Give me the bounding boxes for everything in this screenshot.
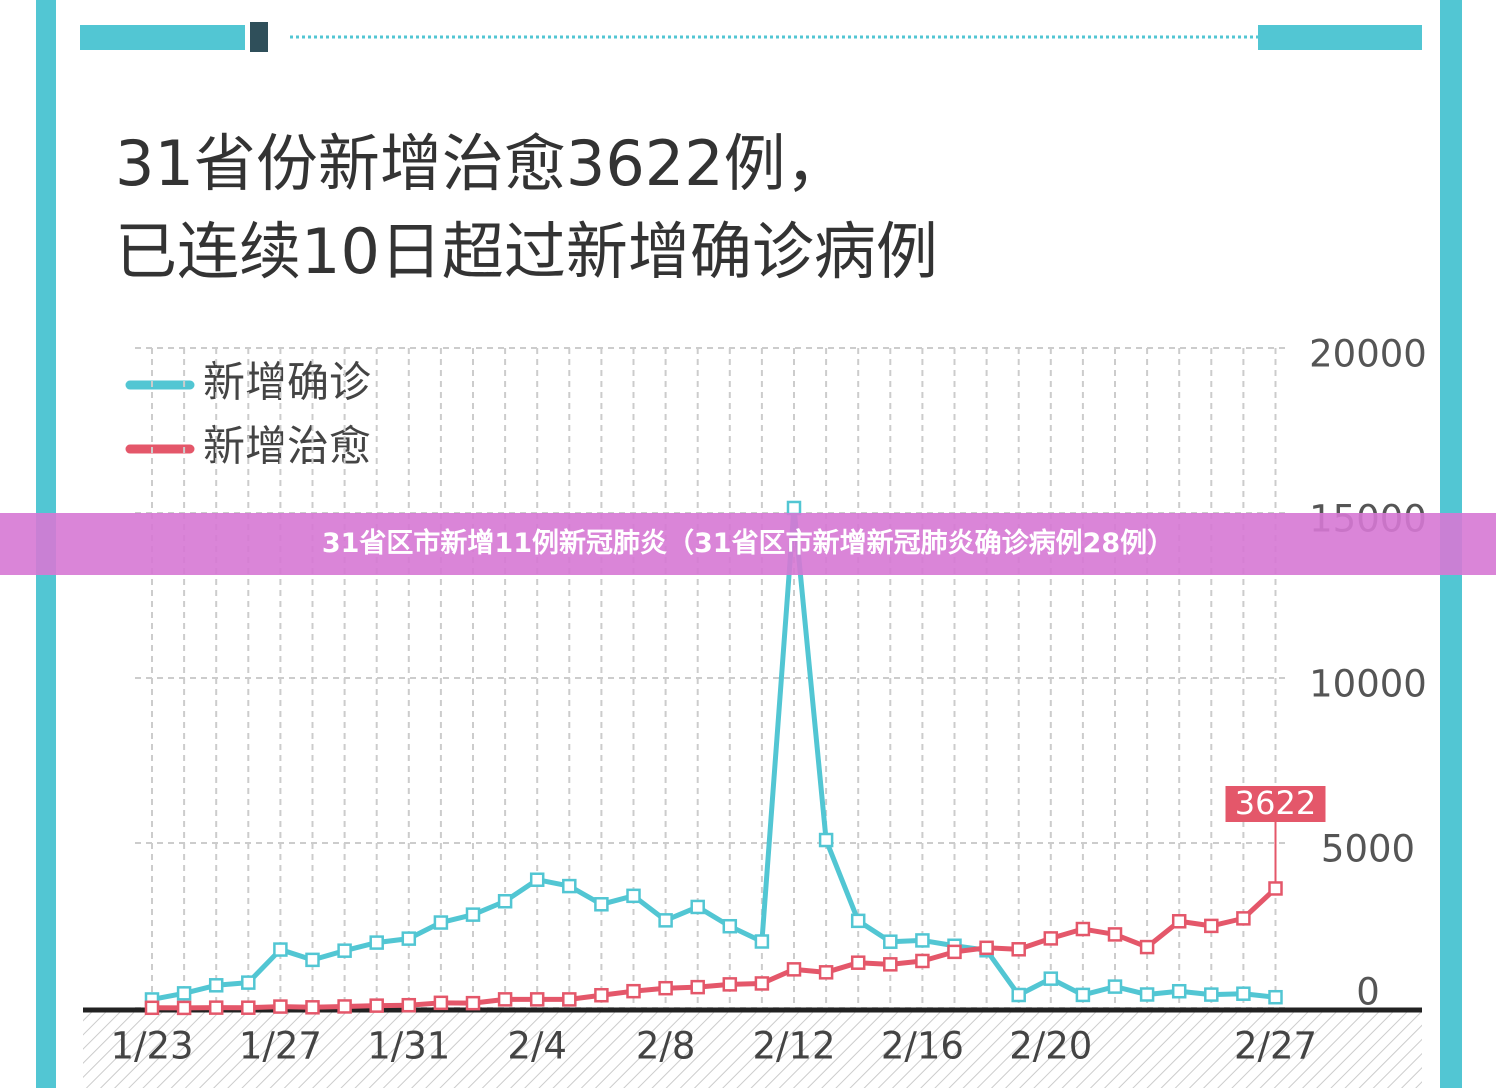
point bbox=[722, 977, 738, 992]
x-tick-label: 2/16 bbox=[881, 1025, 964, 1068]
point bbox=[529, 872, 545, 887]
point bbox=[208, 978, 224, 993]
point bbox=[433, 915, 449, 930]
point bbox=[1171, 983, 1187, 999]
point bbox=[305, 1000, 320, 1015]
top-bar bbox=[1258, 25, 1422, 50]
point bbox=[850, 913, 866, 929]
x-tick-label: 2/27 bbox=[1234, 1025, 1317, 1068]
point bbox=[594, 987, 609, 1003]
point bbox=[754, 934, 770, 949]
point bbox=[401, 997, 417, 1013]
point bbox=[241, 975, 256, 990]
series-line bbox=[151, 505, 1276, 1002]
point bbox=[1107, 927, 1123, 942]
legend-label: 新增确诊 bbox=[203, 358, 371, 407]
point bbox=[786, 962, 802, 977]
point bbox=[273, 942, 288, 957]
point bbox=[1107, 979, 1123, 994]
point bbox=[658, 980, 673, 996]
point bbox=[497, 992, 513, 1007]
point bbox=[883, 934, 898, 949]
point bbox=[465, 995, 481, 1011]
point bbox=[369, 935, 384, 950]
point bbox=[529, 992, 545, 1007]
x-tick-label: 2/8 bbox=[636, 1025, 696, 1068]
point bbox=[979, 940, 994, 956]
point bbox=[1075, 987, 1091, 1003]
point bbox=[1268, 989, 1283, 1005]
point bbox=[1043, 971, 1059, 986]
point bbox=[818, 965, 834, 980]
hatch bbox=[83, 1012, 1422, 1088]
point bbox=[1075, 921, 1091, 937]
y-tick-label: 5000 bbox=[1321, 828, 1415, 871]
y-tick-label: 0 bbox=[1356, 971, 1380, 1014]
point bbox=[273, 999, 288, 1014]
point bbox=[626, 983, 641, 999]
point bbox=[594, 897, 609, 912]
point bbox=[1139, 987, 1155, 1002]
callout-box bbox=[1225, 786, 1326, 822]
point bbox=[754, 976, 770, 991]
point bbox=[658, 913, 673, 928]
title-line: 已连续10日超过新增确诊病例 bbox=[115, 215, 938, 288]
point bbox=[465, 907, 481, 922]
point bbox=[1236, 911, 1251, 926]
y-tick-label: 10000 bbox=[1309, 663, 1427, 706]
point bbox=[883, 957, 898, 972]
point bbox=[690, 899, 705, 915]
point bbox=[562, 878, 577, 894]
point bbox=[1268, 881, 1283, 896]
point bbox=[818, 832, 834, 848]
point bbox=[337, 943, 352, 958]
point bbox=[337, 999, 352, 1014]
legend-label: 新增治愈 bbox=[203, 422, 371, 471]
point bbox=[401, 931, 417, 946]
top-icon bbox=[250, 22, 268, 52]
x-tick-label: 1/31 bbox=[367, 1025, 450, 1068]
point bbox=[626, 888, 641, 904]
point bbox=[1011, 987, 1026, 1003]
x-tick-label: 2/20 bbox=[1009, 1025, 1092, 1068]
banner: 31省区市新增11例新冠肺炎（31省区市新增新冠肺炎确诊病例28例） bbox=[0, 513, 1496, 575]
point bbox=[915, 933, 930, 948]
point bbox=[369, 998, 384, 1013]
point bbox=[1236, 986, 1251, 1001]
point bbox=[1139, 939, 1155, 955]
point bbox=[305, 952, 320, 968]
point bbox=[947, 944, 962, 960]
point bbox=[1011, 942, 1026, 957]
title-line: 31省份新增治愈3622例， bbox=[115, 127, 848, 200]
data-label: 3622 bbox=[1235, 784, 1316, 822]
point bbox=[144, 1000, 160, 1016]
point bbox=[176, 986, 192, 1001]
point bbox=[176, 1000, 192, 1016]
point bbox=[690, 979, 705, 995]
point bbox=[241, 1000, 256, 1015]
point bbox=[1204, 987, 1219, 1002]
x-tick-label: 1/27 bbox=[239, 1025, 322, 1068]
x-tick-label: 2/4 bbox=[507, 1025, 567, 1068]
point bbox=[1171, 914, 1187, 929]
point bbox=[497, 893, 513, 909]
point bbox=[850, 955, 866, 970]
y-tick-label: 20000 bbox=[1309, 333, 1427, 376]
point bbox=[433, 995, 449, 1011]
x-tick-label: 1/23 bbox=[110, 1025, 193, 1068]
point bbox=[915, 953, 930, 969]
point bbox=[1204, 918, 1219, 934]
point bbox=[208, 1000, 224, 1015]
x-tick-label: 2/12 bbox=[752, 1025, 835, 1068]
point bbox=[1043, 931, 1059, 946]
point bbox=[562, 992, 577, 1007]
top-bar bbox=[80, 25, 245, 50]
point bbox=[722, 918, 738, 934]
